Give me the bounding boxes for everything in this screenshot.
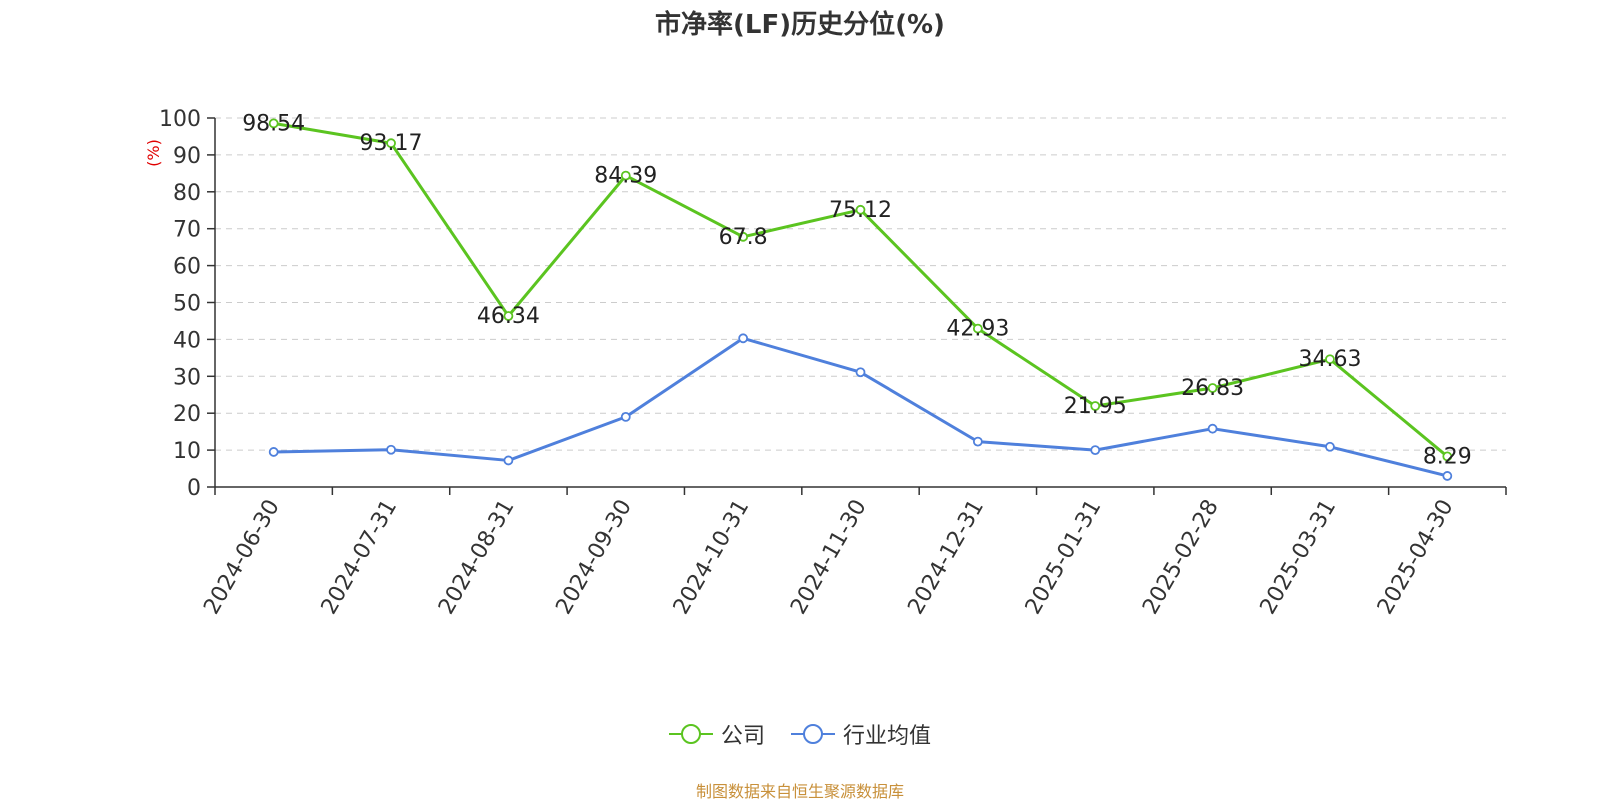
x-tick-label: 2024-10-31	[669, 496, 755, 619]
legend-item-company[interactable]: 公司	[668, 718, 765, 750]
data-point	[855, 367, 866, 378]
data-point	[1090, 445, 1101, 456]
data-label: 26.83	[1181, 376, 1244, 401]
data-label: 21.95	[1064, 394, 1127, 419]
y-tick-label: 0	[187, 476, 201, 501]
data-point	[855, 204, 866, 215]
legend-item-industry[interactable]: 行业均值	[791, 718, 931, 750]
data-label: 8.29	[1423, 444, 1472, 469]
data-point	[1325, 441, 1335, 452]
y-tick-label: 70	[173, 218, 201, 243]
data-point	[972, 323, 983, 334]
y-tick-label: 10	[173, 439, 201, 464]
data-point	[386, 444, 396, 455]
legend-line-marker-icon	[791, 724, 835, 744]
data-point	[1207, 423, 1218, 434]
y-tick-label: 50	[173, 292, 201, 317]
y-tick-label: 80	[173, 181, 201, 206]
line-chart: 0 10 20 30 40 50 60 70 80 90 100 (%) 2024-06-30 2024-…	[144, 107, 1507, 619]
series-line	[273, 121, 1449, 458]
x-tick-label: 2025-02-28	[1138, 496, 1224, 619]
data-point	[620, 170, 631, 181]
x-tick-label: 2024-06-30	[199, 496, 285, 619]
legend-label-industry: 行业均值	[843, 724, 932, 749]
x-tick-label: 2025-03-31	[1256, 496, 1342, 619]
y-tick-label: 40	[173, 328, 201, 353]
data-point	[738, 333, 749, 344]
data-label: 67.8	[719, 225, 768, 250]
legend-line-marker-icon	[668, 724, 713, 744]
data-point	[1442, 451, 1453, 462]
legend: 公司 行业均值	[0, 718, 1600, 750]
data-label: 93.17	[360, 131, 423, 156]
x-tick-label: 2024-12-31	[903, 496, 989, 619]
x-tick-label: 2024-09-30	[551, 496, 637, 619]
data-point	[268, 118, 279, 129]
series-line	[273, 336, 1448, 478]
data-source-note: 制图数据来自恒生聚源数据库	[695, 782, 904, 801]
y-tick-label: 100	[159, 107, 201, 132]
y-axis-unit-label: (%)	[144, 139, 163, 167]
data-point	[972, 436, 983, 447]
legend-label-company: 公司	[720, 724, 765, 749]
chart-title: 市净率(LF)历史分位(%)	[655, 10, 945, 40]
x-tick-label: 2024-11-30	[786, 496, 872, 619]
data-point	[1325, 354, 1335, 365]
data-point	[503, 311, 514, 321]
data-point	[620, 411, 631, 422]
data-point	[738, 231, 749, 242]
x-tick-label: 2025-04-30	[1373, 496, 1459, 619]
y-tick-label: 90	[173, 144, 201, 169]
data-point	[1207, 383, 1218, 393]
data-point	[386, 138, 396, 149]
x-tick-label: 2025-01-31	[1021, 496, 1107, 619]
data-label: 84.39	[594, 164, 657, 189]
data-point	[1442, 471, 1453, 481]
y-tick-label: 60	[173, 255, 201, 280]
y-tick-label: 30	[173, 365, 201, 390]
data-label: 98.54	[242, 111, 305, 136]
x-tick-label: 2024-07-31	[317, 495, 403, 618]
data-label: 42.93	[946, 317, 1009, 342]
data-label: 46.34	[477, 304, 540, 329]
data-point	[1090, 401, 1101, 411]
x-tick-label: 2024-08-31	[434, 496, 520, 619]
data-label: 75.12	[829, 198, 892, 223]
data-label: 34.63	[1298, 347, 1361, 372]
y-tick-label: 20	[173, 402, 201, 427]
data-point	[503, 455, 514, 466]
data-point	[268, 447, 279, 457]
